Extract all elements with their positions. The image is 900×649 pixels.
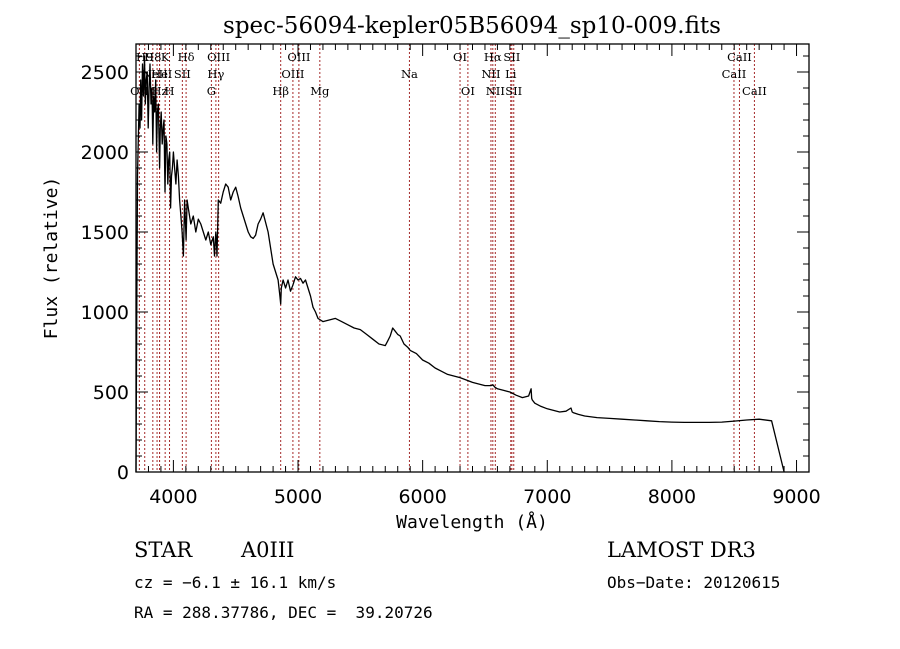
line-label-oiii: OIII <box>287 50 310 64</box>
y-tick-label: 1500 <box>81 222 129 244</box>
line-label-k: K <box>161 50 170 64</box>
object-subclass: A0III <box>241 538 295 562</box>
survey-name: LAMOST DR3 <box>607 538 756 562</box>
chart-title: spec-56094-kepler05B56094_sp10-009.fits <box>223 13 721 39</box>
line-label-caii: CaII <box>727 50 752 64</box>
object-class: STAR <box>134 538 193 562</box>
line-label-hδ: Hδ <box>178 50 195 64</box>
spectral-line-labels: OIIH9NeIIIHzH8HeKHSIIHδGHγOIIIHβOIIIOIII… <box>130 50 767 98</box>
y-tick-label: 1000 <box>81 302 129 324</box>
line-label-he: He <box>151 67 168 81</box>
line-label-oi: OI <box>461 84 475 98</box>
y-tick-label: 2500 <box>81 62 129 84</box>
x-tick-label: 7000 <box>523 486 571 508</box>
line-label-g: G <box>207 84 216 98</box>
line-label-hα: Hα <box>484 50 502 64</box>
line-label-mg: Mg <box>310 84 330 98</box>
spectral-line-markers <box>138 44 755 472</box>
y-tick-label: 500 <box>93 382 129 404</box>
coordinates-readout: RA = 288.37786, DEC = 39.20726 <box>134 603 433 622</box>
spectrum-series <box>135 55 785 473</box>
axes: 4000 5000 6000 7000 8000 9000 0 500 1000 1500 2000… <box>81 43 821 508</box>
line-label-caii: CaII <box>722 67 747 81</box>
x-tick-label: 9000 <box>772 486 820 508</box>
y-tick-label: 0 <box>117 462 129 484</box>
line-label-caii: CaII <box>742 84 767 98</box>
line-label-sii: SII <box>505 84 522 98</box>
x-tick-label: 6000 <box>398 486 446 508</box>
line-label-li: Li <box>505 67 517 81</box>
redshift-readout: cz = −6.1 ± 16.1 km/s <box>134 573 337 592</box>
series-spectrum <box>135 55 785 473</box>
y-axis-label: Flux (relative) <box>41 177 62 340</box>
x-tick-label: 8000 <box>648 486 696 508</box>
line-label-nii: NII <box>481 67 500 81</box>
line-label-oi: OI <box>453 50 467 64</box>
line-label-hβ: Hβ <box>272 84 289 98</box>
line-label-h8: H8 <box>144 50 161 64</box>
line-label-oiii: OIII <box>281 67 304 81</box>
line-label-na: Na <box>401 67 418 81</box>
line-label-sii: SII <box>174 67 191 81</box>
line-label-h: H <box>165 84 175 98</box>
observation-date: Obs−Date: 20120615 <box>607 573 781 592</box>
x-axis-label: Wavelength (Å) <box>396 511 548 533</box>
line-label-hγ: Hγ <box>207 67 224 81</box>
plot-frame <box>135 43 810 473</box>
line-label-nii: NII <box>486 84 505 98</box>
x-tick-label: 5000 <box>274 486 322 508</box>
y-tick-label: 2000 <box>81 142 129 164</box>
line-label-sii: SII <box>503 50 520 64</box>
x-tick-label: 4000 <box>149 486 197 508</box>
line-label-oiii: OIII <box>207 50 230 64</box>
